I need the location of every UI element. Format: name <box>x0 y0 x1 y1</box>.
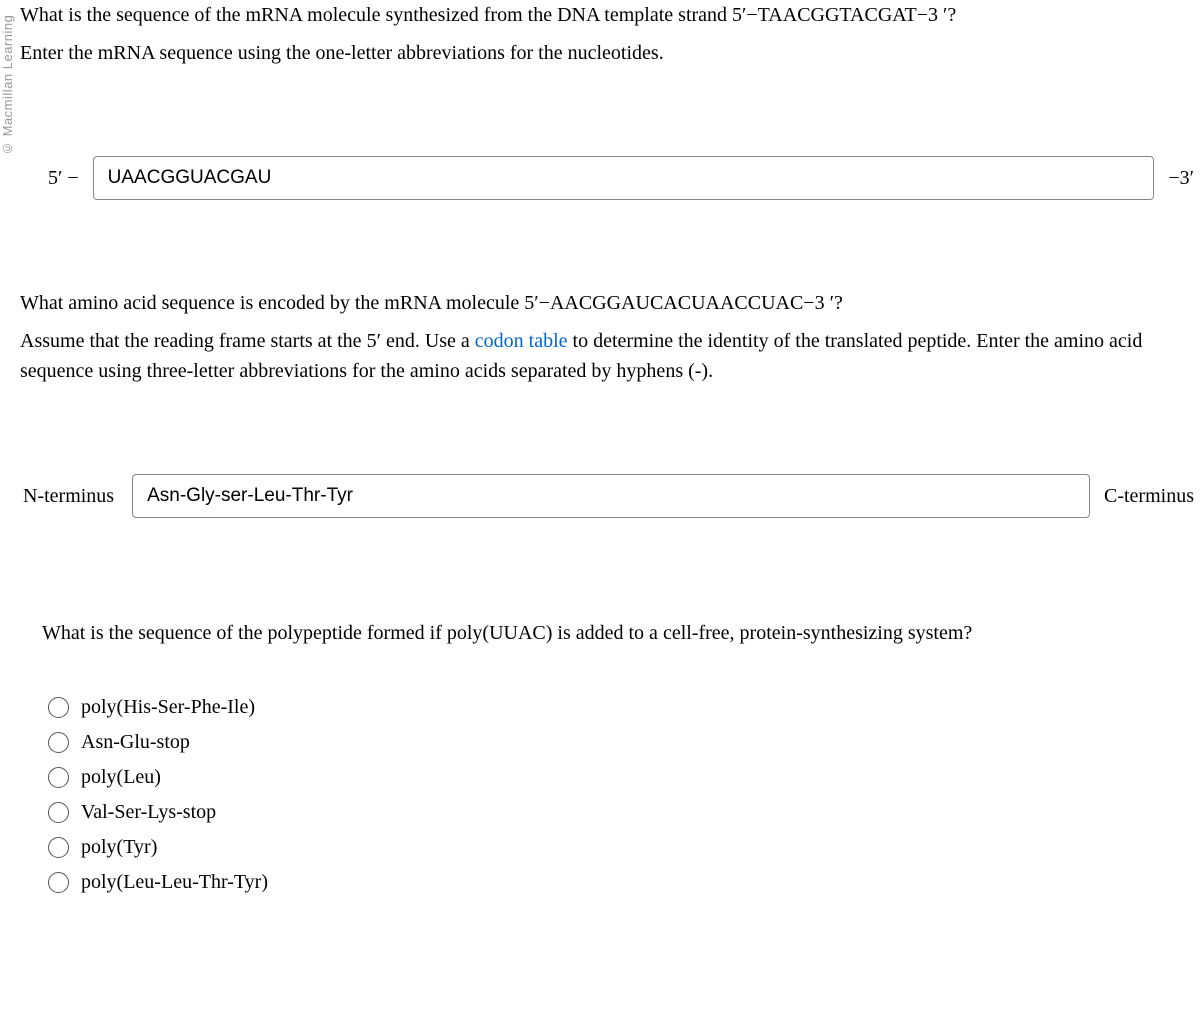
q2-suffix-label: C-terminus <box>1104 485 1194 508</box>
radio-circle-icon <box>48 732 69 753</box>
q1-question: What is the sequence of the mRNA molecul… <box>20 0 1194 30</box>
radio-label: poly(Tyr) <box>81 836 157 859</box>
radio-label: poly(His-Ser-Phe-Ile) <box>81 696 255 719</box>
q1-instruction: Enter the mRNA sequence using the one-le… <box>20 38 1194 68</box>
q2-input-row: N-terminus C-terminus <box>20 474 1194 518</box>
radio-label: Asn-Glu-stop <box>81 731 190 754</box>
radio-option-3[interactable]: Val-Ser-Lys-stop <box>48 801 1194 824</box>
q2-instr-before: Assume that the reading frame starts at … <box>20 330 367 352</box>
radio-circle-icon <box>48 802 69 823</box>
copyright-watermark: © Macmillan Learning <box>0 0 18 170</box>
radio-circle-icon <box>48 767 69 788</box>
radio-label: Val-Ser-Lys-stop <box>81 801 216 824</box>
q1-sequence: 5′−TAACGGTACGAT−3 ′ <box>732 4 947 26</box>
main-content: What is the sequence of the mRNA molecul… <box>0 0 1200 894</box>
q1-input-row: 5′ − −3′ <box>20 156 1194 200</box>
radio-label: poly(Leu) <box>81 766 161 789</box>
q1-text-after: ? <box>947 4 956 26</box>
radio-circle-icon <box>48 872 69 893</box>
q3-question: What is the sequence of the polypeptide … <box>20 618 1194 648</box>
q1-text-before: What is the sequence of the mRNA molecul… <box>20 4 732 26</box>
radio-option-2[interactable]: poly(Leu) <box>48 766 1194 789</box>
radio-option-4[interactable]: poly(Tyr) <box>48 836 1194 859</box>
q1-suffix-label: −3′ <box>1168 167 1194 190</box>
radio-label: poly(Leu-Leu-Thr-Tyr) <box>81 871 268 894</box>
q2-text-before: What amino acid sequence is encoded by t… <box>20 292 524 314</box>
q2-five-prime: 5′ <box>367 330 381 352</box>
radio-option-5[interactable]: poly(Leu-Leu-Thr-Tyr) <box>48 871 1194 894</box>
radio-circle-icon <box>48 697 69 718</box>
q2-instruction: Assume that the reading frame starts at … <box>20 326 1194 386</box>
codon-table-link[interactable]: codon table <box>475 330 568 352</box>
q3-radio-group: poly(His-Ser-Phe-Ile) Asn-Glu-stop poly(… <box>20 696 1194 894</box>
amino-acid-sequence-input[interactable] <box>132 474 1090 518</box>
q2-prefix-label: N-terminus <box>23 485 114 508</box>
radio-circle-icon <box>48 837 69 858</box>
q2-question: What amino acid sequence is encoded by t… <box>20 288 1194 318</box>
q2-sequence: 5′−AACGGAUCACUAACCUAC−3 ′ <box>524 292 834 314</box>
q2-instr-mid: end. Use a <box>381 330 475 352</box>
q2-text-after: ? <box>834 292 843 314</box>
radio-option-0[interactable]: poly(His-Ser-Phe-Ile) <box>48 696 1194 719</box>
mrna-sequence-input[interactable] <box>93 156 1155 200</box>
radio-option-1[interactable]: Asn-Glu-stop <box>48 731 1194 754</box>
q1-prefix-label: 5′ − <box>48 167 79 190</box>
